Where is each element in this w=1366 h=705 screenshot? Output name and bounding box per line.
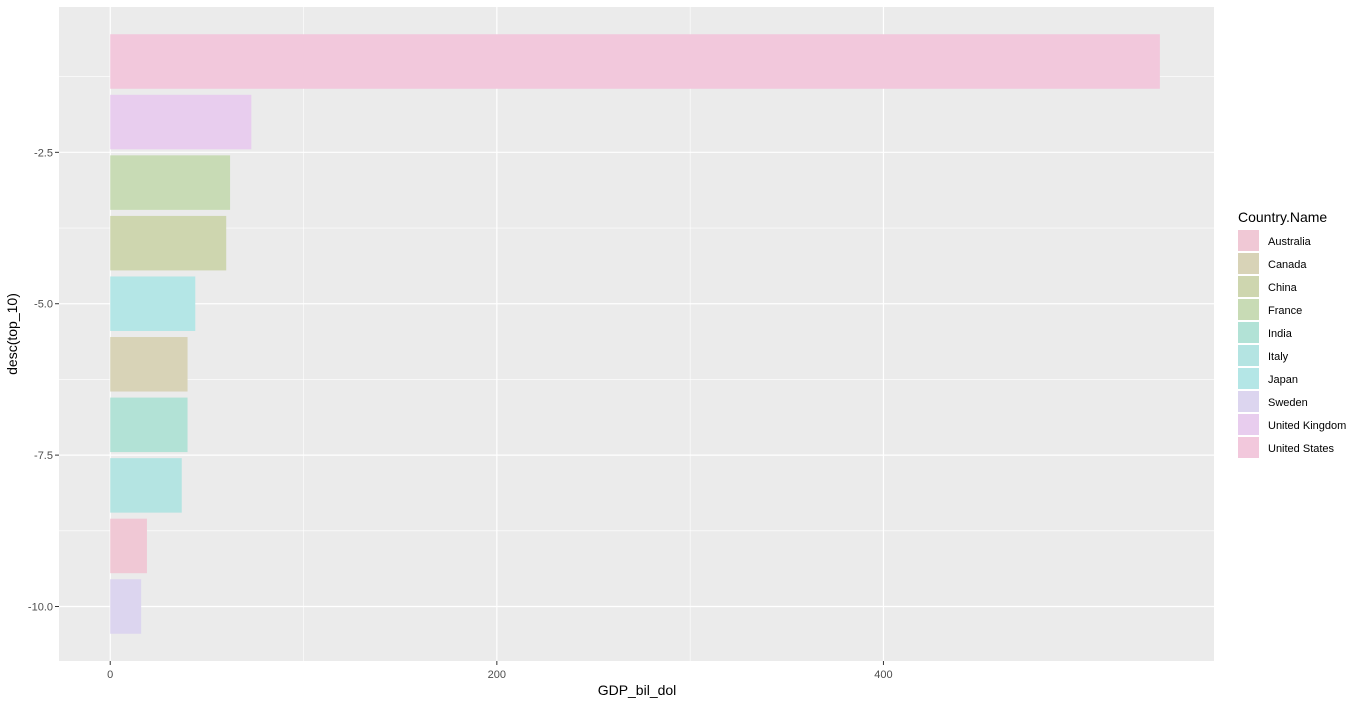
legend-swatch [1238, 230, 1259, 251]
legend-label: Japan [1268, 374, 1298, 386]
legend-swatch [1238, 368, 1259, 389]
legend-swatch [1238, 414, 1259, 435]
legend-swatch [1238, 299, 1259, 320]
axes: 0 200 400 -2.5 -5.0 -7.5 -10.0 [28, 147, 893, 681]
legend-label: Australia [1268, 236, 1312, 248]
x-axis-title: GDP_bil_dol [598, 682, 677, 698]
legend-title: Country.Name [1238, 209, 1327, 225]
y-tick-label: -2.5 [34, 147, 53, 159]
bar [110, 337, 188, 392]
y-tick-label: -7.5 [34, 450, 53, 462]
legend-swatch [1238, 276, 1259, 297]
legend-swatch [1238, 253, 1259, 274]
x-tick-label: 400 [874, 669, 892, 681]
legend-label: United Kingdom [1268, 420, 1346, 432]
legend-swatch [1238, 322, 1259, 343]
legend-label: China [1268, 282, 1298, 294]
bar [110, 397, 188, 453]
legend-label: Sweden [1268, 397, 1308, 409]
bar [110, 94, 252, 150]
legend-swatch [1238, 391, 1259, 412]
y-tick-label: -5.0 [34, 299, 53, 311]
y-axis-title: desc(top_10) [4, 293, 20, 375]
y-tick-label: -10.0 [28, 602, 53, 614]
bar [110, 579, 142, 634]
bar [110, 215, 227, 271]
bars [110, 34, 1160, 634]
bar [110, 276, 196, 331]
legend-label: France [1268, 305, 1302, 317]
x-tick-label: 200 [488, 669, 506, 681]
legend: Country.Name Australia Canada China France I… [1238, 209, 1346, 458]
bar [110, 155, 231, 210]
legend-label: India [1268, 328, 1293, 340]
bar [110, 518, 147, 574]
plot-panel [59, 7, 1214, 661]
bar [110, 34, 1160, 89]
x-tick-label: 0 [107, 669, 113, 681]
legend-items: Australia Canada China France India Italy Japa… [1238, 230, 1346, 458]
legend-label: Canada [1268, 259, 1307, 271]
bar [110, 458, 182, 513]
legend-swatch [1238, 437, 1259, 458]
grid-lines [59, 7, 1214, 661]
legend-label: United States [1268, 443, 1335, 455]
legend-label: Italy [1268, 351, 1289, 363]
legend-swatch [1238, 345, 1259, 366]
